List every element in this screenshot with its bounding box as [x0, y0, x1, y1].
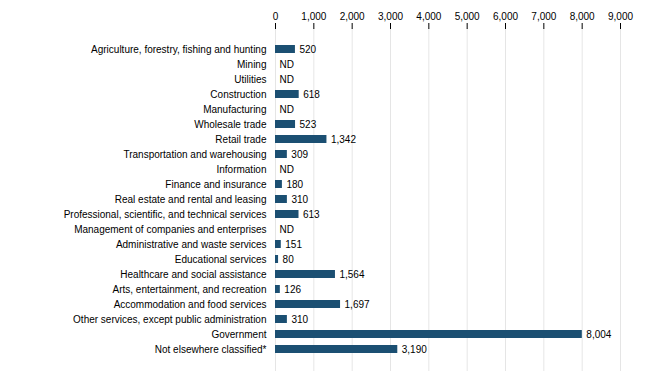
svg-text:ND: ND [280, 164, 294, 175]
svg-text:Administrative and waste servi: Administrative and waste services [116, 239, 267, 250]
svg-text:Agriculture, forestry, fishing: Agriculture, forestry, fishing and hunti… [91, 44, 266, 55]
svg-text:5,000: 5,000 [455, 11, 480, 22]
svg-text:523: 523 [300, 119, 317, 130]
svg-text:ND: ND [280, 59, 294, 70]
svg-text:Finance and insurance: Finance and insurance [165, 179, 267, 190]
svg-text:ND: ND [280, 74, 294, 85]
svg-text:1,000: 1,000 [301, 11, 326, 22]
svg-text:Educational services: Educational services [175, 254, 267, 265]
svg-text:151: 151 [285, 239, 302, 250]
svg-text:309: 309 [291, 149, 308, 160]
svg-text:Wholesale trade: Wholesale trade [194, 119, 267, 130]
svg-text:126: 126 [284, 284, 301, 295]
svg-text:1,564: 1,564 [339, 269, 364, 280]
svg-text:Real estate and rental and lea: Real estate and rental and leasing [115, 194, 267, 205]
svg-text:Government: Government [211, 329, 266, 340]
svg-text:520: 520 [299, 44, 316, 55]
svg-text:Arts, entertainment, and recre: Arts, entertainment, and recreation [113, 284, 267, 295]
svg-text:1,342: 1,342 [331, 134, 356, 145]
svg-text:618: 618 [303, 89, 320, 100]
svg-text:6,000: 6,000 [493, 11, 518, 22]
svg-text:8,000: 8,000 [570, 11, 595, 22]
svg-text:310: 310 [291, 194, 308, 205]
svg-text:3,190: 3,190 [402, 344, 427, 355]
svg-text:7,000: 7,000 [531, 11, 556, 22]
svg-text:2,000: 2,000 [340, 11, 365, 22]
svg-text:8,004: 8,004 [586, 329, 611, 340]
svg-text:Other services, except public: Other services, except public administra… [73, 314, 266, 325]
svg-text:310: 310 [291, 314, 308, 325]
svg-text:1,697: 1,697 [345, 299, 370, 310]
svg-text:Manufacturing: Manufacturing [203, 104, 266, 115]
svg-text:80: 80 [283, 254, 295, 265]
svg-text:9,000: 9,000 [608, 11, 633, 22]
svg-text:613: 613 [303, 209, 320, 220]
svg-text:Not elsewhere classified*: Not elsewhere classified* [155, 344, 267, 355]
svg-text:Transportation and warehousing: Transportation and warehousing [123, 149, 266, 160]
svg-text:3,000: 3,000 [378, 11, 403, 22]
svg-text:Construction: Construction [210, 89, 266, 100]
svg-text:180: 180 [286, 179, 303, 190]
svg-text:ND: ND [280, 104, 294, 115]
svg-text:Utilities: Utilities [234, 74, 266, 85]
svg-text:Management of companies and en: Management of companies and enterprises [74, 224, 266, 235]
svg-text:Retail trade: Retail trade [215, 134, 267, 145]
svg-text:Mining: Mining [237, 59, 266, 70]
svg-text:Information: Information [216, 164, 266, 175]
svg-text:Healthcare and social assistan: Healthcare and social assistance [120, 269, 267, 280]
svg-text:Accommodation and food service: Accommodation and food services [114, 299, 267, 310]
svg-text:Professional, scientific, and: Professional, scientific, and technical … [64, 209, 267, 220]
svg-text:ND: ND [280, 224, 294, 235]
svg-text:0: 0 [273, 11, 279, 22]
svg-text:4,000: 4,000 [416, 11, 441, 22]
